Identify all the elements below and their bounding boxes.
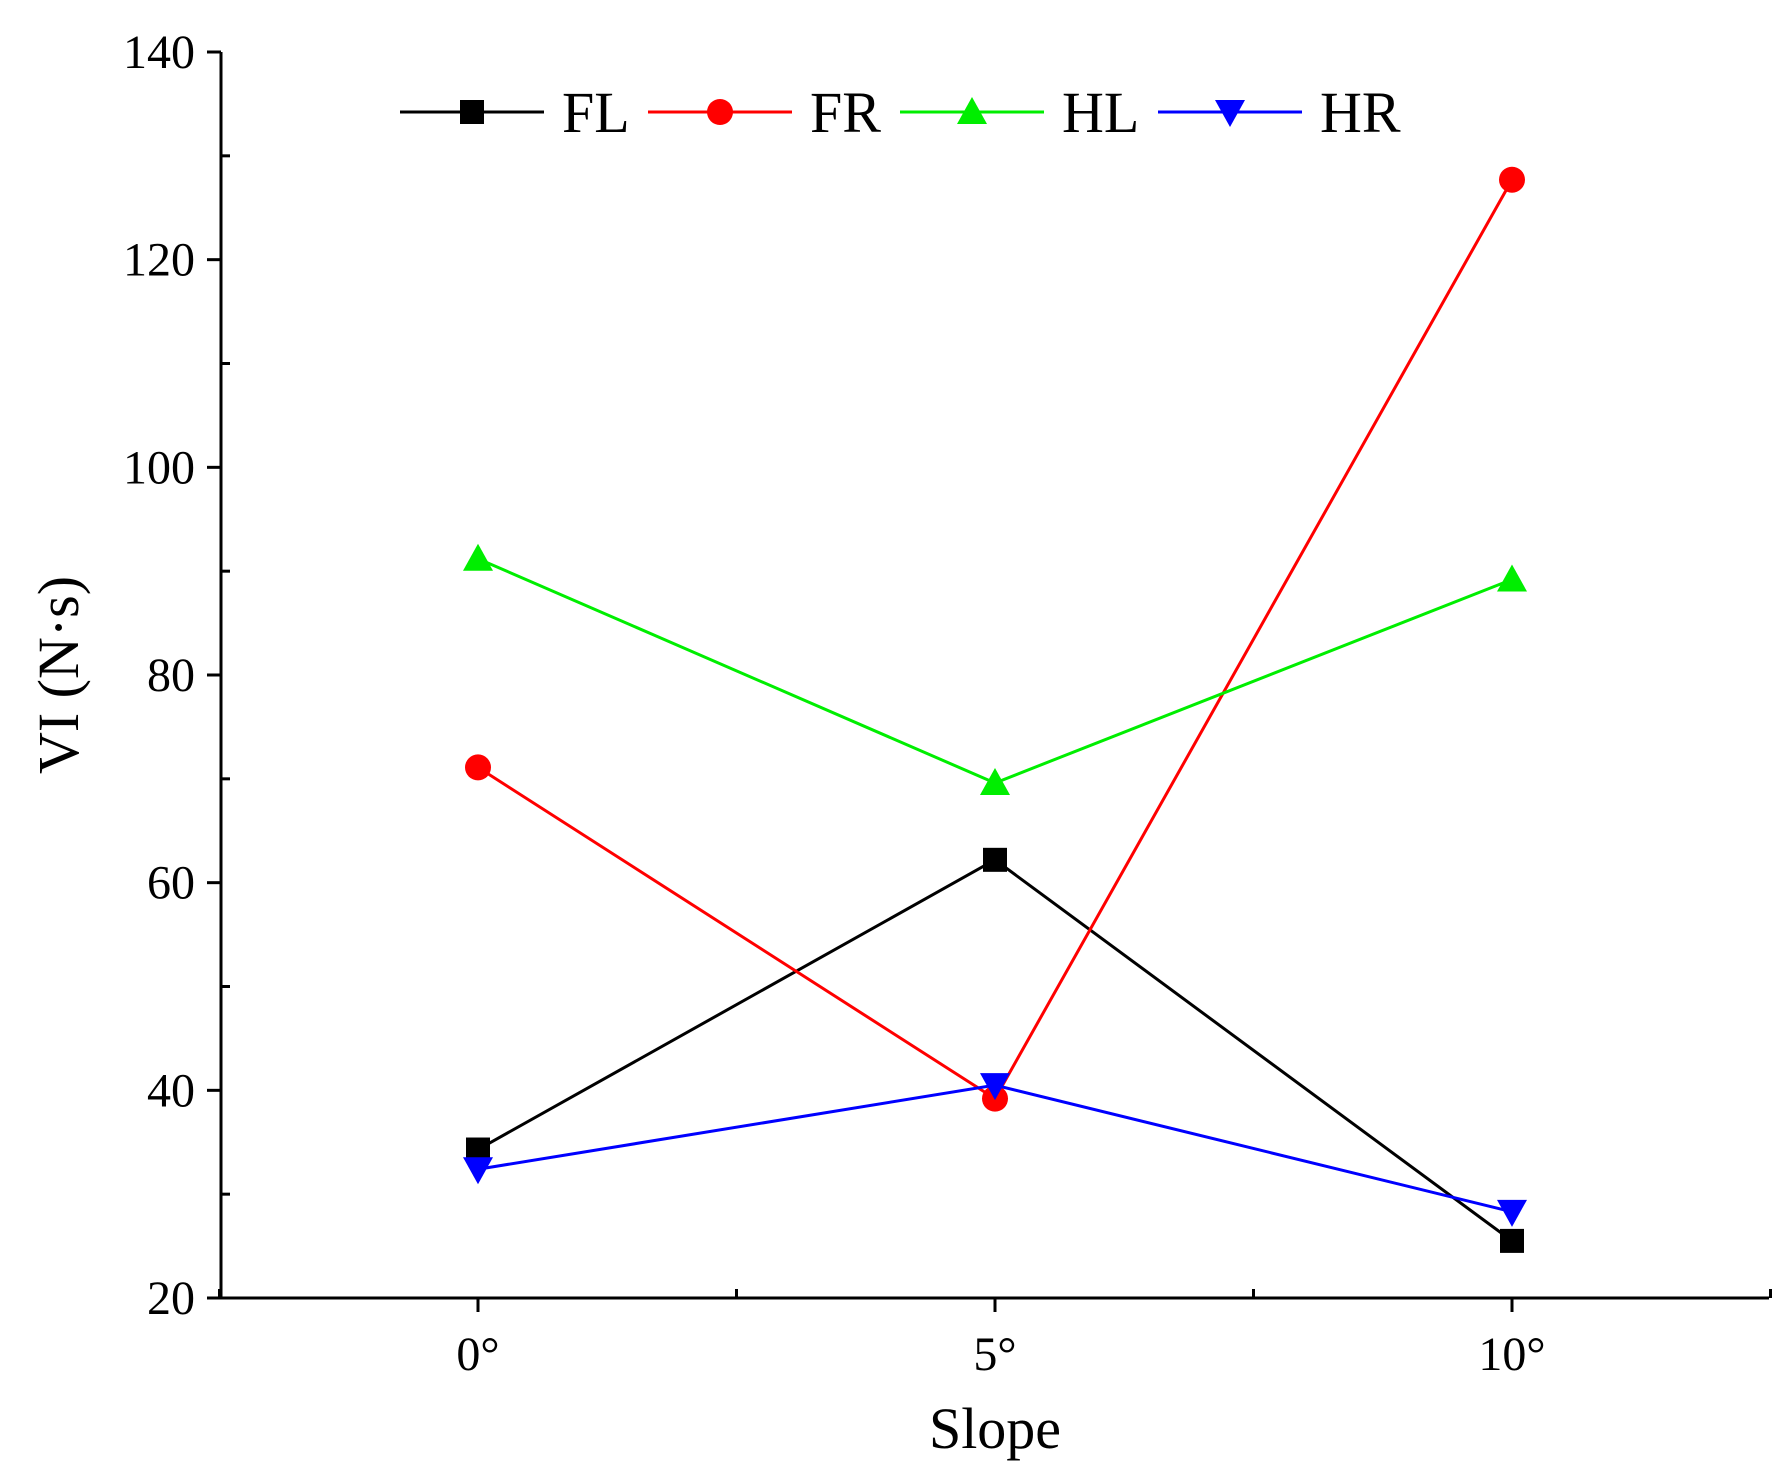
series-fl	[466, 847, 1524, 1253]
y-ticks: 20 40 60 80 100 120 140	[123, 26, 230, 1325]
legend-item-hl: HL	[900, 80, 1139, 145]
series-line-fl	[477, 858, 1513, 1243]
legend-item-fr: FR	[648, 80, 881, 145]
data-point-hl	[1497, 564, 1527, 592]
data-point-fl	[1500, 1228, 1524, 1253]
series-fr	[465, 166, 1525, 1112]
data-point-fl	[983, 847, 1007, 872]
series-hl	[463, 543, 1527, 795]
y-tick-label: 80	[147, 649, 195, 702]
legend-marker-fl	[460, 100, 484, 124]
x-ticks: 0° 5° 10°	[218, 1289, 1772, 1381]
legend-label-fr: FR	[810, 80, 881, 145]
legend-marker-fr	[707, 99, 733, 125]
series-line-hl	[477, 557, 1513, 785]
series-layer	[463, 166, 1527, 1253]
series-hr	[463, 1073, 1527, 1227]
y-axis-title: VI (N·s)	[26, 576, 91, 774]
legend: FL FR HL HR	[400, 80, 1401, 145]
legend-label-fl: FL	[562, 80, 630, 145]
x-tick-label: 10°	[1478, 1328, 1545, 1381]
data-point-fr	[465, 754, 491, 781]
data-point-hl	[980, 767, 1010, 795]
data-point-hl	[463, 543, 493, 571]
data-point-hr	[1497, 1199, 1527, 1227]
x-tick-label: 5°	[973, 1328, 1016, 1381]
data-point-hr	[463, 1157, 493, 1185]
legend-label-hr: HR	[1320, 80, 1401, 145]
x-tick-label: 0°	[456, 1328, 499, 1381]
y-tick-label: 120	[123, 234, 195, 287]
y-tick-label: 100	[123, 441, 195, 494]
x-axis-title: Slope	[929, 1396, 1061, 1461]
legend-label-hl: HL	[1062, 80, 1139, 145]
y-tick-label: 40	[147, 1064, 195, 1117]
data-point-fr	[1499, 166, 1525, 193]
legend-marker-hr	[1215, 100, 1245, 127]
y-tick-label: 20	[147, 1272, 195, 1325]
legend-item-fl: FL	[400, 80, 630, 145]
legend-marker-hl	[957, 97, 987, 124]
y-tick-label: 140	[123, 26, 195, 79]
y-tick-label: 60	[147, 857, 195, 910]
legend-item-hr: HR	[1158, 80, 1401, 145]
data-point-hr	[980, 1073, 1010, 1101]
